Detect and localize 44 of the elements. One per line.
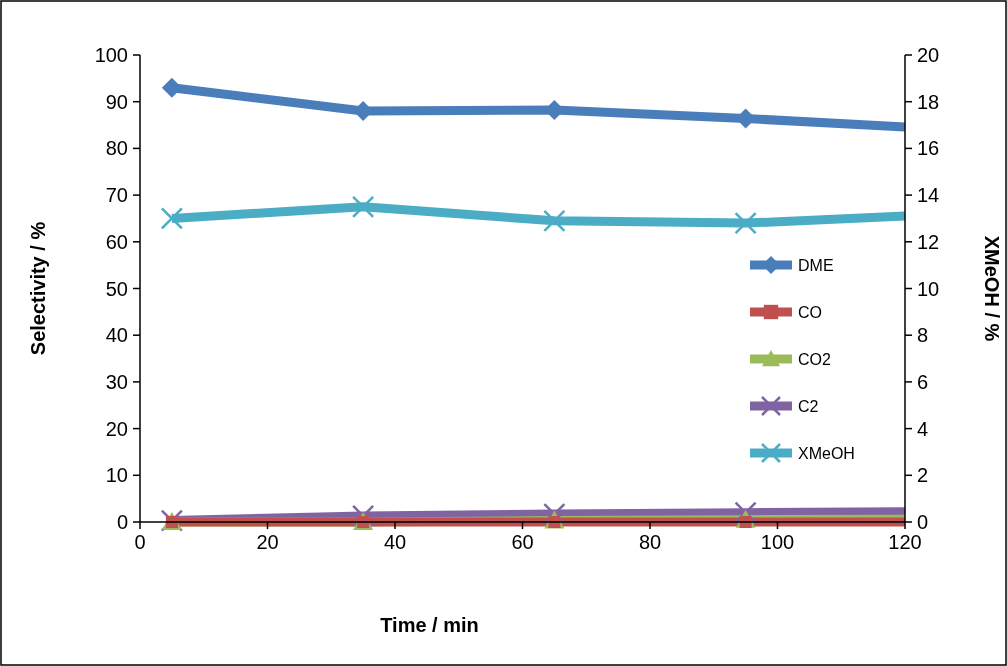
- y2-tick-label: 6: [917, 370, 929, 393]
- y-tick-label: 10: [105, 464, 128, 487]
- y2-tick-label: 2: [917, 464, 929, 487]
- point: [160, 207, 184, 230]
- y-tick-label: 60: [105, 230, 128, 253]
- point: [734, 501, 757, 524]
- y-tick-label: 80: [105, 137, 128, 160]
- y-tick-label: 50: [105, 277, 128, 300]
- point: [543, 502, 566, 526]
- x-tick-label: 100: [760, 531, 795, 553]
- y2-tick-label: 12: [917, 230, 940, 253]
- x-tick-label: 80: [638, 531, 662, 553]
- y2-tick-label: 20: [917, 44, 940, 66]
- y-axis-title: Selectivity / %: [27, 221, 49, 356]
- y2-tick-label: 14: [917, 184, 940, 207]
- y2-tick-label: 16: [917, 137, 940, 160]
- y2-tick-label: 0: [917, 511, 929, 533]
- point: [543, 209, 566, 233]
- legend-label: XMeOH: [798, 444, 855, 462]
- x-tick-label: 120: [888, 531, 922, 553]
- y-tick-label: 40: [105, 324, 128, 347]
- x-axis-title: Time / min: [380, 614, 479, 636]
- legend-label: CO: [798, 303, 822, 321]
- point: [734, 211, 757, 235]
- y2-tick-label: 4: [917, 417, 929, 440]
- y2-tick-label: 18: [917, 90, 940, 113]
- x-tick-label: 0: [134, 531, 146, 553]
- point: [351, 504, 375, 528]
- point: [351, 195, 375, 219]
- y-tick-label: 90: [105, 90, 128, 113]
- legend-label: C2: [798, 397, 819, 415]
- y-tick-label: 70: [105, 184, 128, 207]
- y-tick-label: 20: [105, 417, 128, 440]
- x-tick-label: 20: [256, 531, 279, 553]
- x-tick-label: 40: [383, 531, 407, 553]
- legend-label: CO2: [798, 350, 831, 368]
- y2-axis-title: XMeOH / %: [981, 235, 1003, 342]
- y2-tick-label: 10: [917, 277, 940, 300]
- y2-tick-label: 8: [917, 324, 929, 347]
- y-tick-label: 30: [105, 370, 128, 393]
- legend-label: DME: [798, 256, 834, 274]
- x-tick-label: 60: [511, 531, 534, 553]
- y-tick-label: 0: [116, 511, 128, 533]
- y-tick-label: 100: [94, 44, 128, 66]
